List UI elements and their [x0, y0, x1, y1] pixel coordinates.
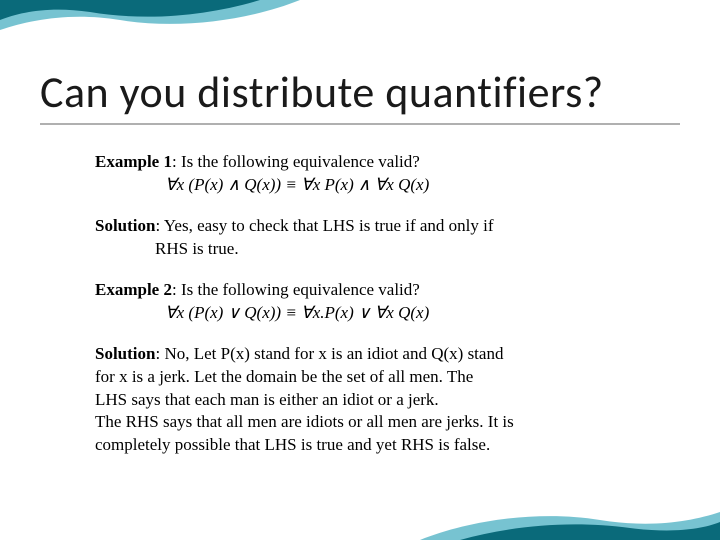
example-2-formula: ∀x (P(x) ∨ Q(x)) ≡ ∀x.P(x) ∨ ∀x Q(x) [95, 302, 625, 325]
example-1-label: Example 1 [95, 152, 172, 171]
solution-1-line1: Solution: Yes, easy to check that LHS is… [95, 215, 625, 238]
example-1-qtext: : Is the following equivalence valid? [172, 152, 420, 171]
slide-title: Can you distribute quantifiers? [40, 65, 680, 119]
solution-1-text2: RHS is true. [95, 238, 625, 261]
solution-2-line1: Solution: No, Let P(x) stand for x is an… [95, 343, 625, 366]
example-2: Example 2: Is the following equivalence … [95, 279, 625, 325]
solution-2-l3: LHS says that each man is either an idio… [95, 389, 625, 412]
solution-2-l4: The RHS says that all men are idiots or … [95, 411, 625, 434]
example-2-question: Example 2: Is the following equivalence … [95, 279, 625, 302]
example-2-qtext: : Is the following equivalence valid? [172, 280, 420, 299]
solution-2: Solution: No, Let P(x) stand for x is an… [95, 343, 625, 458]
example-1-question: Example 1: Is the following equivalence … [95, 151, 625, 174]
solution-2-l5: completely possible that LHS is true and… [95, 434, 625, 457]
solution-1-label: Solution [95, 216, 155, 235]
example-1: Example 1: Is the following equivalence … [95, 151, 625, 197]
solution-2-l2: for x is a jerk. Let the domain be the s… [95, 366, 625, 389]
solution-1: Solution: Yes, easy to check that LHS is… [95, 215, 625, 261]
solution-2-label: Solution [95, 344, 155, 363]
example-2-label: Example 2 [95, 280, 172, 299]
solution-1-text1: : Yes, easy to check that LHS is true if… [155, 216, 493, 235]
example-1-formula: ∀x (P(x) ∧ Q(x)) ≡ ∀x P(x) ∧ ∀x Q(x) [95, 174, 625, 197]
slide-content: Can you distribute quantifiers? Example … [0, 0, 720, 515]
solution-2-l1: : No, Let P(x) stand for x is an idiot a… [155, 344, 503, 363]
title-rule [40, 123, 680, 125]
slide-body: Example 1: Is the following equivalence … [40, 151, 680, 457]
